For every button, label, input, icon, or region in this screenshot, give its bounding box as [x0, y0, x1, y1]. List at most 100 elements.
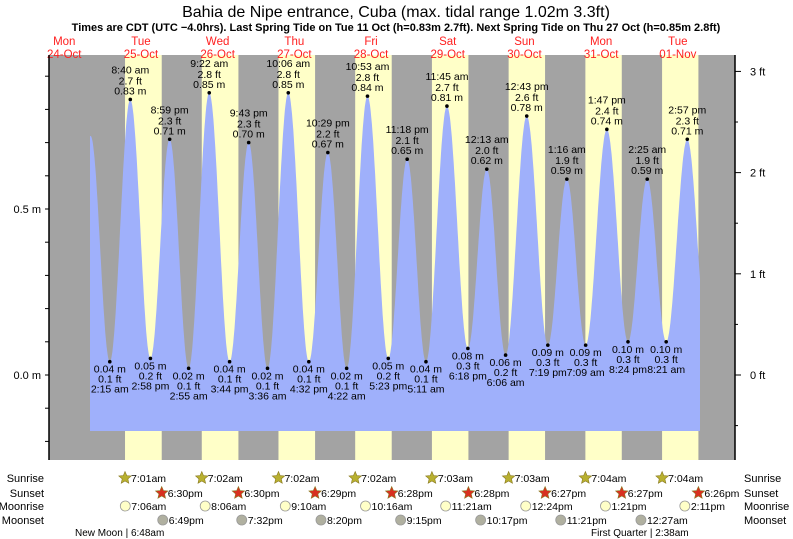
ft-tick-label: 0 ft: [750, 370, 765, 382]
sunrise-time: 7:04am: [591, 473, 626, 485]
low-tide-label: 7:19 pm: [529, 367, 567, 379]
high-tide-label: 0.74 m: [591, 115, 623, 127]
sunset-time: 6:29pm: [321, 488, 356, 500]
moonrise-circle-icon: [279, 500, 291, 512]
sunrise-time: 7:03am: [438, 473, 473, 485]
high-tide-label: 0.67 m: [312, 139, 344, 151]
moonrise-time: 1:21pm: [611, 501, 646, 513]
moonset-circle-icon: [315, 514, 327, 526]
tide-point: [365, 94, 370, 98]
high-tide-label: 0.59 m: [551, 165, 583, 177]
low-tide-label: 0.1 ft: [98, 374, 121, 386]
sunset-star-icon: [691, 485, 706, 499]
low-tide-label: 0.08 m: [452, 350, 484, 362]
day-label-dow: Mon: [53, 36, 75, 48]
sunset-time: 6:30pm: [244, 488, 279, 500]
moonset-time: 8:20pm: [327, 515, 362, 527]
high-tide-label: 2.3 ft: [158, 115, 181, 127]
sunset-time: 6:26pm: [704, 488, 739, 500]
high-tide-label: 10:53 am: [346, 61, 390, 73]
moonrise-circle-icon: [199, 500, 211, 512]
day-label-date: 26-Oct: [200, 49, 235, 61]
high-tide-label: 10:06 am: [266, 58, 310, 70]
low-tide-label: 4:22 am: [328, 390, 366, 402]
high-tide-label: 0.81 m: [431, 92, 463, 104]
low-tide-label: 0.04 m: [410, 364, 442, 376]
sun-star-icon: [271, 470, 286, 484]
tide-point: [645, 177, 650, 181]
moonset-time: 12:27am: [647, 515, 688, 527]
high-tide-label: 1.9 ft: [555, 155, 578, 167]
high-tide-label: 1:47 pm: [588, 94, 626, 106]
moonrise-circle-icon: [679, 500, 691, 512]
chart-subtitle: Times are CDT (UTC −4.0hrs). Last Spring…: [72, 22, 721, 34]
low-tide-label: 5:11 am: [407, 384, 444, 396]
sunrise-time: 7:01am: [131, 473, 166, 485]
high-tide-label: 0.70 m: [233, 129, 265, 141]
low-tide-label: 6:06 am: [487, 377, 525, 389]
moonrise-circle-icon: [360, 500, 371, 512]
ft-tick-label: 1 ft: [750, 269, 765, 281]
sunrise-row-label-right: Sunrise: [744, 473, 781, 485]
moonrise-circle-icon: [600, 500, 611, 512]
moon-phase-first-quarter: First Quarter | 2:38am: [591, 528, 689, 539]
low-tide-label: 6:18 pm: [449, 370, 487, 382]
sunrise-time: 7:02am: [361, 473, 396, 485]
low-tide-label: 0.2 ft: [377, 370, 400, 382]
high-tide-label: 2.8 ft: [198, 69, 221, 81]
tide-point: [664, 340, 668, 344]
high-tide-label: 0.85 m: [272, 79, 304, 91]
moonrise-circle-icon: [119, 500, 131, 512]
high-tide-label: 1.9 ft: [636, 155, 659, 167]
moonrise-circle-icon: [520, 500, 532, 512]
low-tide-label: 4:32 pm: [290, 384, 328, 396]
low-tide-label: 0.04 m: [94, 364, 126, 376]
sunset-star-icon: [614, 485, 629, 499]
tide-point: [626, 340, 630, 344]
low-tide-label: 0.1 ft: [177, 380, 200, 392]
low-tide-label: 0.02 m: [173, 370, 205, 382]
tide-point: [565, 177, 569, 181]
low-tide-label: 7:09 am: [567, 367, 605, 379]
sunset-star-icon: [231, 485, 246, 499]
low-tide-label: 0.1 ft: [297, 374, 320, 386]
sunset-time: 6:27pm: [628, 488, 663, 500]
high-tide-label: 9:43 pm: [230, 108, 268, 120]
day-label-dow: Tue: [131, 36, 150, 48]
sunset-star-icon: [154, 485, 169, 499]
sunset-star-icon: [384, 485, 399, 499]
low-tide-label: 3:44 pm: [211, 384, 249, 396]
high-tide-label: 0.62 m: [471, 155, 503, 167]
high-tide-label: 2:25 am: [628, 144, 666, 156]
tide-point: [167, 137, 172, 142]
tide-point: [207, 91, 212, 95]
moonset-circle-icon: [236, 514, 248, 526]
tide-point: [326, 150, 330, 155]
sunset-time: 6:27pm: [551, 488, 586, 500]
day-label-dow: Tue: [668, 36, 687, 48]
sunrise-time: 7:02am: [284, 473, 319, 485]
day-label-dow: Sun: [514, 36, 534, 48]
low-tide-label: 0.3 ft: [655, 354, 678, 366]
sunrise-time: 7:04am: [668, 473, 703, 485]
tide-point: [466, 346, 470, 351]
moonrise-time: 7:06am: [131, 501, 166, 513]
tide-point: [405, 157, 409, 161]
day-label-date: 24-Oct: [47, 49, 82, 61]
sun-star-icon: [194, 470, 209, 484]
day-label-dow: Thu: [284, 36, 304, 48]
day-label-dow: Mon: [590, 36, 612, 48]
day-label-date: 31-Oct: [584, 49, 619, 61]
moonrise-circle-icon: [440, 500, 452, 512]
low-tide-label: 0.05 m: [372, 360, 404, 372]
sunrise-time: 7:02am: [208, 473, 243, 485]
moonrise-time: 10:16am: [372, 501, 413, 513]
sunset-row-label: Sunset: [10, 488, 44, 500]
tide-point: [424, 359, 428, 364]
moonset-time: 6:49pm: [169, 515, 204, 527]
low-tide-label: 2:58 pm: [131, 380, 169, 392]
sunset-row-label-right: Sunset: [744, 488, 778, 500]
tide-point: [503, 353, 508, 357]
high-tide-label: 12:13 am: [465, 134, 509, 146]
